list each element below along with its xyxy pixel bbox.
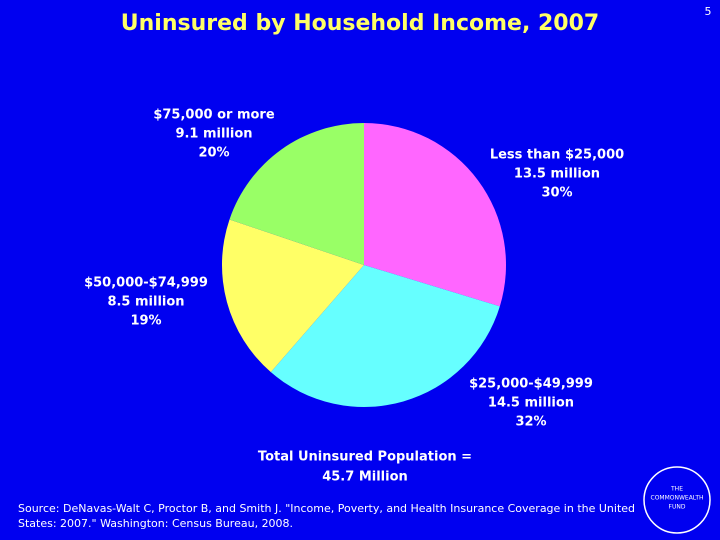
logo-ring — [643, 466, 711, 534]
slice-percent: 19% — [130, 314, 161, 329]
logo-text: COMMONWEALTH — [651, 495, 704, 502]
slice-amount: 9.1 million — [175, 127, 252, 142]
slice-category: $50,000-$74,999 — [84, 276, 208, 291]
pie-slice — [270, 265, 500, 407]
slice-amount: 8.5 million — [107, 295, 184, 310]
slice-percent: 20% — [198, 146, 229, 161]
source: States: 2007." Washington: Census Bureau… — [18, 517, 293, 530]
total-label: Total Uninsured Population = — [258, 450, 472, 465]
logo-text: THE — [670, 486, 683, 493]
logo-text: FUND — [669, 504, 686, 511]
slice-percent: 30% — [541, 186, 572, 201]
pie-slice — [364, 123, 506, 307]
slide-number: 5 — [705, 5, 712, 18]
source: Source: DeNavas-Walt C, Proctor B, and S… — [18, 502, 635, 515]
total-label: 45.7 Million — [322, 470, 408, 485]
slice-amount: 13.5 million — [514, 167, 600, 182]
pie-slice — [229, 123, 364, 265]
pie-slice — [222, 219, 364, 373]
slice-category: Less than $25,000 — [490, 148, 624, 163]
chart-title: Uninsured by Household Income, 2007 — [121, 11, 599, 36]
slice-percent: 32% — [515, 415, 546, 430]
slice-amount: 14.5 million — [488, 396, 574, 411]
slice-category: $75,000 or more — [153, 108, 274, 123]
slice-category: $25,000-$49,999 — [469, 377, 593, 392]
